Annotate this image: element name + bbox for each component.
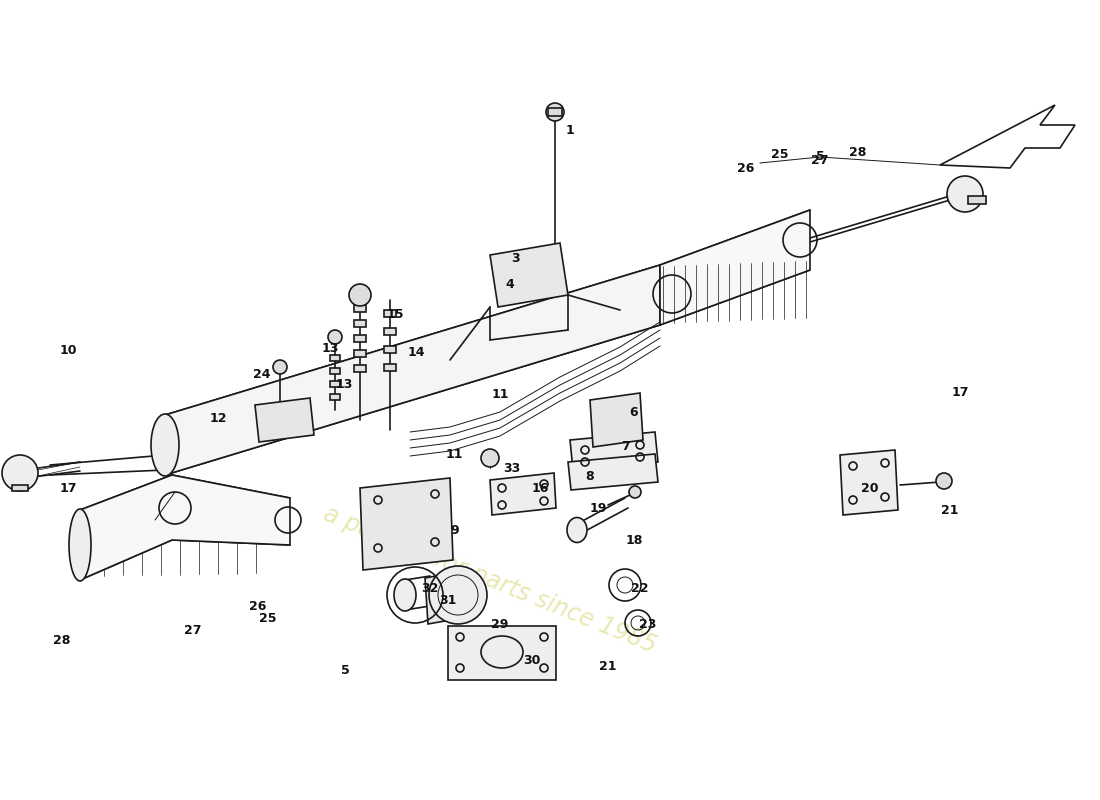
Text: 10: 10 xyxy=(59,343,77,357)
Text: 28: 28 xyxy=(53,634,70,646)
Text: 20: 20 xyxy=(861,482,879,494)
Text: 18: 18 xyxy=(625,534,642,546)
Circle shape xyxy=(546,103,564,121)
Text: 30: 30 xyxy=(524,654,541,666)
Polygon shape xyxy=(660,210,810,325)
Text: 13: 13 xyxy=(321,342,339,354)
Text: 23: 23 xyxy=(639,618,657,631)
Circle shape xyxy=(481,449,499,467)
Text: 25: 25 xyxy=(771,149,789,162)
Text: 29: 29 xyxy=(492,618,508,631)
Text: 16: 16 xyxy=(531,482,549,494)
Polygon shape xyxy=(840,450,898,515)
Text: 17: 17 xyxy=(59,482,77,494)
Text: 21: 21 xyxy=(942,503,959,517)
Circle shape xyxy=(947,176,983,212)
Text: 13: 13 xyxy=(336,378,353,391)
Circle shape xyxy=(629,486,641,498)
Ellipse shape xyxy=(69,509,91,581)
Circle shape xyxy=(936,473,952,489)
Text: 21: 21 xyxy=(600,661,617,674)
Circle shape xyxy=(273,360,287,374)
Bar xyxy=(354,305,366,312)
Bar xyxy=(354,335,366,342)
Polygon shape xyxy=(590,393,644,447)
Polygon shape xyxy=(425,572,462,624)
Bar xyxy=(354,350,366,357)
Bar xyxy=(330,355,340,361)
Polygon shape xyxy=(570,432,658,470)
Polygon shape xyxy=(80,475,290,580)
Text: 22: 22 xyxy=(631,582,649,594)
Text: a passion for parts since 1985: a passion for parts since 1985 xyxy=(320,502,660,658)
Ellipse shape xyxy=(566,518,587,542)
Text: 27: 27 xyxy=(812,154,828,166)
Polygon shape xyxy=(360,478,453,570)
Bar xyxy=(548,108,562,116)
Bar xyxy=(354,320,366,327)
Text: 32: 32 xyxy=(421,582,439,594)
Text: 5: 5 xyxy=(341,663,350,677)
Text: 3: 3 xyxy=(510,251,519,265)
Bar xyxy=(330,381,340,387)
Text: 19: 19 xyxy=(590,502,607,514)
Text: 1: 1 xyxy=(565,123,574,137)
Bar xyxy=(384,310,396,317)
Polygon shape xyxy=(568,454,658,490)
Text: 15: 15 xyxy=(386,309,404,322)
Text: 6: 6 xyxy=(629,406,638,418)
Polygon shape xyxy=(490,243,568,307)
Text: 27: 27 xyxy=(185,623,201,637)
Bar xyxy=(384,346,396,353)
Text: 5: 5 xyxy=(815,150,824,163)
Bar xyxy=(330,368,340,374)
Text: 7: 7 xyxy=(621,441,630,454)
Polygon shape xyxy=(490,473,556,515)
Circle shape xyxy=(349,284,371,306)
Bar xyxy=(330,394,340,400)
Ellipse shape xyxy=(429,566,487,624)
Bar xyxy=(354,365,366,372)
Text: 26: 26 xyxy=(737,162,755,174)
Text: 25: 25 xyxy=(260,611,277,625)
Text: 11: 11 xyxy=(492,389,508,402)
Text: 11: 11 xyxy=(446,449,463,462)
Text: 24: 24 xyxy=(253,367,271,381)
Polygon shape xyxy=(448,626,556,680)
Bar xyxy=(384,328,396,335)
Text: 26: 26 xyxy=(250,601,266,614)
Text: 28: 28 xyxy=(849,146,867,158)
Text: 9: 9 xyxy=(451,523,460,537)
Text: 4: 4 xyxy=(506,278,515,291)
Bar xyxy=(968,196,986,204)
Polygon shape xyxy=(255,398,314,442)
Polygon shape xyxy=(165,265,660,475)
Text: 33: 33 xyxy=(504,462,520,474)
Text: 14: 14 xyxy=(407,346,425,359)
Circle shape xyxy=(328,330,342,344)
Text: 8: 8 xyxy=(585,470,594,482)
Bar xyxy=(12,485,28,491)
Polygon shape xyxy=(940,105,1075,168)
Circle shape xyxy=(2,455,39,491)
Text: 12: 12 xyxy=(209,411,227,425)
Bar xyxy=(384,364,396,371)
Ellipse shape xyxy=(151,414,179,476)
Text: 31: 31 xyxy=(439,594,456,606)
Ellipse shape xyxy=(394,579,416,611)
Text: 17: 17 xyxy=(952,386,969,399)
